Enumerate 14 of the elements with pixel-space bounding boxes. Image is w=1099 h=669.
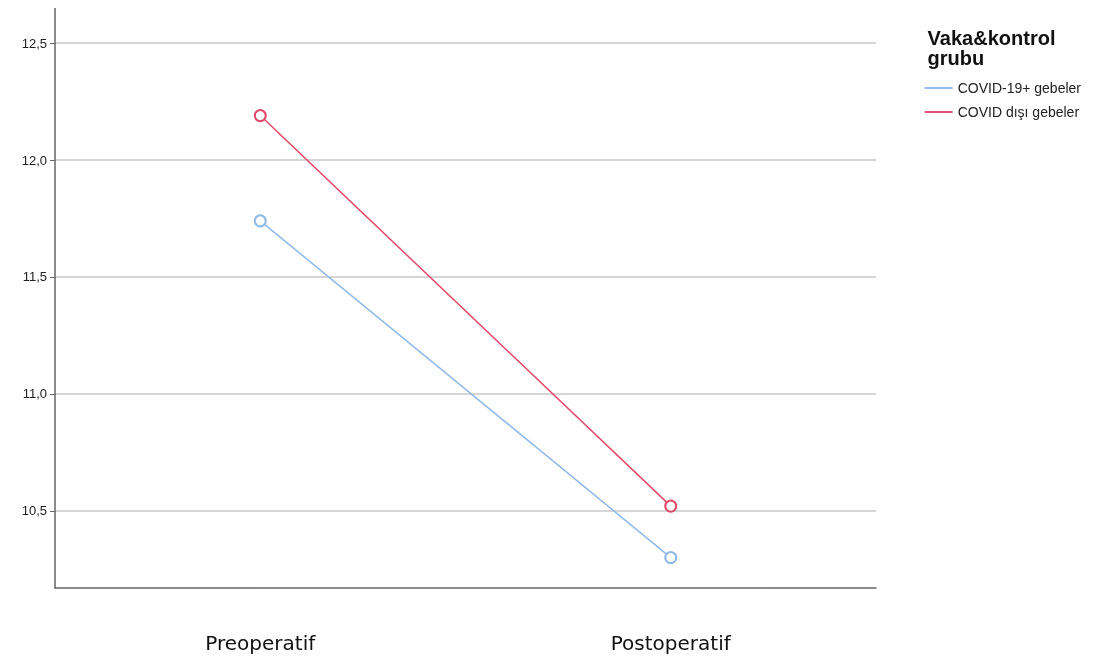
legend-label: COVID-19+ gebeler [957, 80, 1082, 96]
point [253, 109, 267, 123]
legend-label: COVID dışı gebeler [957, 104, 1080, 120]
x-tick-label: Preoperatif [205, 631, 317, 655]
y-tick-label: 12,0 [21, 152, 47, 168]
y-tick-label: 11,0 [22, 386, 47, 402]
point [664, 551, 678, 565]
y-tick-label: 11,5 [22, 269, 47, 285]
x-tick-label: Postoperatif [610, 631, 732, 655]
legend-title: Vaka&kontrol grubu [927, 27, 1062, 69]
y-tick-label: 12,5 [21, 35, 47, 51]
point [664, 499, 678, 513]
point [253, 214, 267, 228]
y-tick-label: 10,5 [21, 503, 47, 519]
